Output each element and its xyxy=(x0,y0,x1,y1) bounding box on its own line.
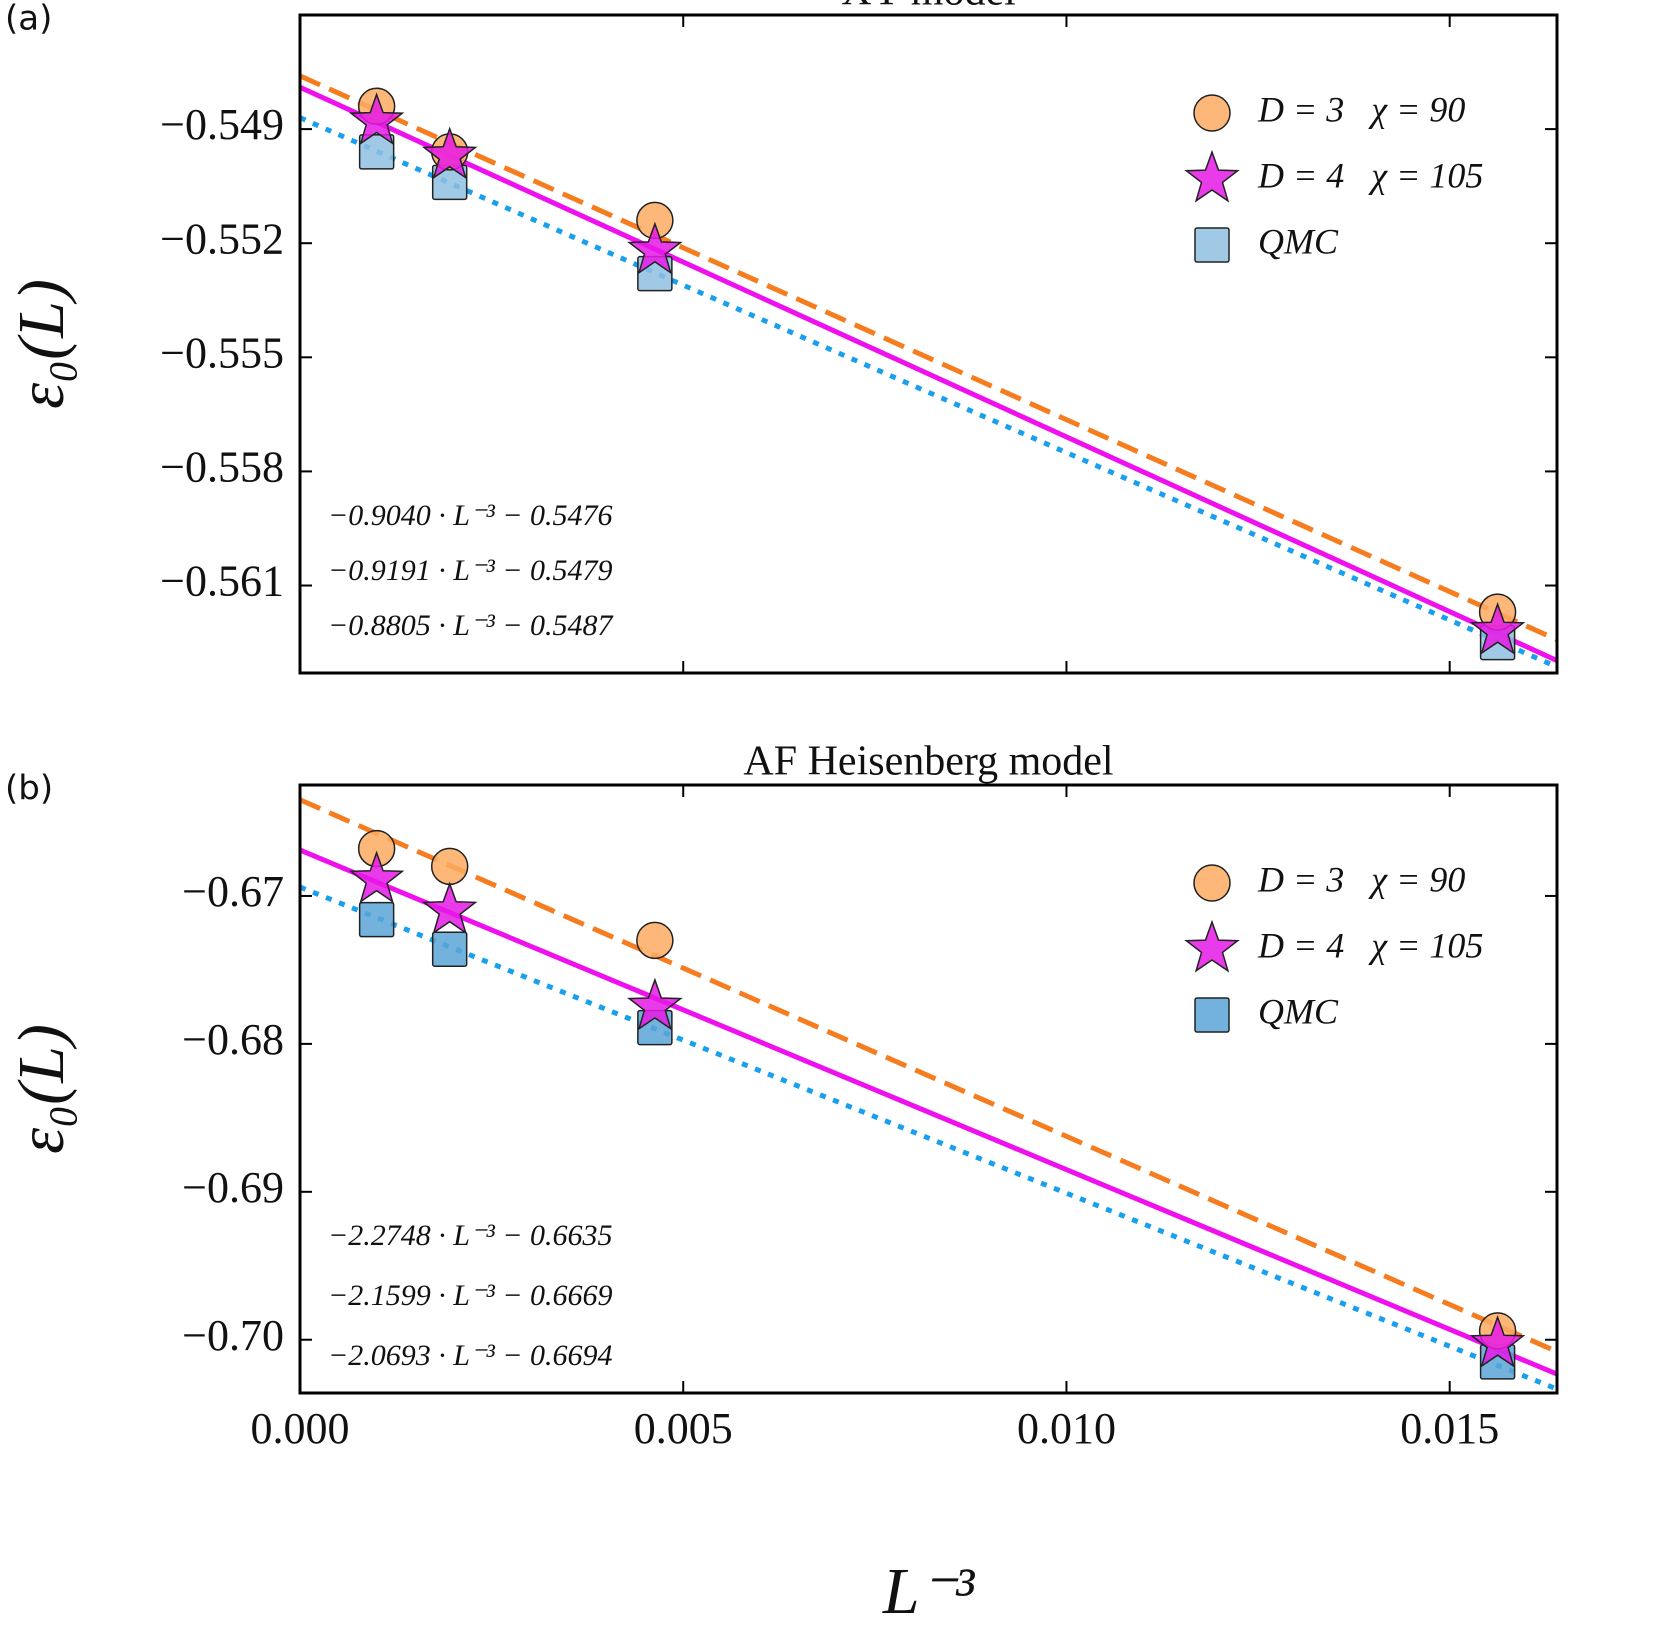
fit-annotation: −0.9040 · L⁻³ − 0.5476 xyxy=(328,499,613,532)
fit-line xyxy=(300,84,1557,663)
point xyxy=(421,126,478,180)
point xyxy=(1184,149,1240,203)
plot-frame xyxy=(298,783,1559,1395)
fit-line xyxy=(300,797,1557,1354)
point xyxy=(348,850,405,904)
y-tick-label: −0.558 xyxy=(160,443,284,492)
fit-line xyxy=(300,847,1557,1377)
point xyxy=(1184,919,1240,973)
fit-annotation: −2.1599 · L⁻³ − 0.6669 xyxy=(328,1279,613,1312)
point xyxy=(627,221,683,275)
y-tick-label: −0.70 xyxy=(182,1311,284,1360)
plot-frame xyxy=(298,13,1559,675)
fit-annotation: −2.2748 · L⁻³ − 0.6635 xyxy=(328,1219,613,1252)
y-tick-label: −0.67 xyxy=(182,867,284,916)
point xyxy=(430,847,469,886)
y-tick-label: −0.69 xyxy=(182,1163,284,1212)
legend-label: D = 4 χ = 105 xyxy=(1257,155,1483,195)
point xyxy=(1469,601,1526,655)
fit-annotation: −0.8805 · L⁻³ − 0.5487 xyxy=(328,609,615,642)
point xyxy=(431,931,468,967)
x-tick-label: 0.005 xyxy=(634,1404,733,1453)
point xyxy=(358,901,395,938)
point xyxy=(1194,997,1230,1033)
fit-line xyxy=(300,884,1557,1392)
panel: (a) XY model ε₀(L) −0.549 −0.552 −0.555 −0.558… xyxy=(5,0,1559,675)
fit-annotation: −2.0693 · L⁻³ − 0.6694 xyxy=(328,1339,613,1372)
point xyxy=(348,92,405,146)
y-tick-label: −0.549 xyxy=(160,100,284,149)
fit-annotation: −0.9191 · L⁻³ − 0.5479 xyxy=(328,554,613,587)
point xyxy=(1469,1314,1526,1368)
x-axis-label: L⁻³ xyxy=(882,1555,976,1628)
fit-line xyxy=(300,73,1557,643)
point xyxy=(1193,94,1231,132)
panel-label: (a) xyxy=(5,0,52,39)
legend-label: QMC xyxy=(1258,991,1339,1031)
x-tick-label: 0.015 xyxy=(1400,1404,1499,1453)
point xyxy=(358,134,395,170)
y-tick-label: −0.68 xyxy=(182,1015,284,1064)
panel-label: (b) xyxy=(5,769,53,809)
point xyxy=(421,881,478,935)
panel: (b) AF Heisenberg model ε₀(L) L⁻³ −0.67 −0.68… xyxy=(5,739,1559,1628)
legend-label: D = 3 χ = 90 xyxy=(1257,859,1465,899)
y-axis-label: ε₀(L) xyxy=(5,279,78,409)
legend-label: D = 3 χ = 90 xyxy=(1257,89,1465,129)
legend-label: QMC xyxy=(1258,221,1339,261)
y-tick-label: −0.555 xyxy=(160,328,284,377)
chart-title: XY model xyxy=(841,0,1016,15)
point xyxy=(627,977,683,1031)
fit-line xyxy=(300,115,1557,670)
legend-label: D = 4 χ = 105 xyxy=(1257,925,1483,965)
y-tick-label: −0.552 xyxy=(160,214,284,263)
point xyxy=(636,921,674,960)
x-tick-label: 0.010 xyxy=(1017,1404,1116,1453)
point xyxy=(1194,227,1230,263)
point xyxy=(1193,864,1231,902)
y-axis-label: ε₀(L) xyxy=(5,1024,78,1154)
chart-title: AF Heisenberg model xyxy=(743,739,1113,785)
x-tick-label: 0.000 xyxy=(251,1404,350,1453)
y-tick-label: −0.561 xyxy=(160,557,284,606)
